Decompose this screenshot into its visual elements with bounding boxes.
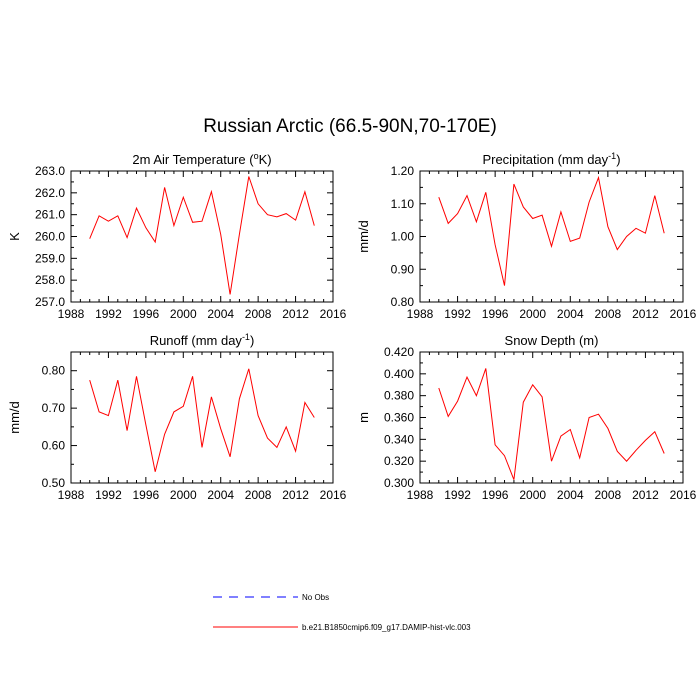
plot-frame: [70, 351, 334, 484]
x-tick-label: 1992: [95, 307, 122, 321]
x-tick-label: 1988: [407, 307, 434, 321]
x-tick-label: 1992: [444, 488, 471, 502]
y-tick-label: 1.00: [391, 230, 415, 244]
x-tick-label: 1996: [482, 307, 509, 321]
panel-title-tail: ): [616, 152, 620, 167]
x-tick-label: 2012: [632, 488, 659, 502]
panel-title: 2m Air Temperature (oK): [132, 151, 271, 167]
y-tick-label: 0.80: [391, 295, 415, 309]
x-tick-label: 2004: [557, 488, 584, 502]
series-line: [89, 368, 315, 472]
x-tick-label: 2000: [519, 488, 546, 502]
x-tick-label: 2008: [595, 307, 622, 321]
y-tick-label: 262.0: [35, 186, 65, 200]
panel-title-superscript: o: [254, 151, 259, 161]
x-tick-label: 2004: [207, 488, 234, 502]
y-axis-label: K: [7, 232, 22, 241]
panel-title: Snow Depth (m): [505, 333, 599, 348]
figure-title: Russian Arctic (66.5-90N,70-170E): [203, 116, 497, 137]
y-axis-label: mm/d: [7, 401, 22, 434]
y-tick-label: 258.0: [35, 273, 65, 287]
legend-label: b.e21.B1850cmip6.f09_g17.DAMIP-hist-vlc.…: [302, 623, 471, 632]
panel-title-text: Precipitation (mm day: [482, 152, 608, 167]
y-tick-label: 260.0: [35, 230, 65, 244]
y-axis-label: mm/d: [356, 220, 371, 253]
panel-title-text: Runoff (mm day: [150, 333, 243, 348]
panel-title-tail: ): [250, 333, 254, 348]
plot-frame: [70, 170, 334, 303]
x-tick-label: 2000: [170, 307, 197, 321]
series-line: [438, 175, 665, 286]
x-tick-label: 2012: [282, 307, 309, 321]
y-tick-label: 261.0: [35, 208, 65, 222]
y-tick-label: 0.70: [42, 401, 66, 415]
x-tick-label: 2008: [245, 488, 272, 502]
x-tick-label: 2016: [670, 307, 697, 321]
y-tick-label: 1.10: [391, 197, 415, 211]
y-tick-label: 0.420: [384, 345, 414, 359]
y-tick-label: 0.400: [384, 367, 414, 381]
x-tick-label: 2000: [519, 307, 546, 321]
y-tick-label: 0.50: [42, 476, 66, 490]
panel-title: Precipitation (mm day-1): [482, 151, 620, 167]
legend-label: No Obs: [302, 593, 329, 602]
chart-panel-1: 2m Air Temperature (oK) 1988 1992 1996 2000 2…: [7, 151, 347, 321]
panel-title-superscript: -1: [242, 332, 250, 342]
x-tick-label: 1996: [133, 307, 160, 321]
y-tick-label: 0.90: [391, 262, 415, 276]
panel-title-tail: K): [259, 152, 272, 167]
y-tick-label: 263.0: [35, 164, 65, 178]
panel-title: Runoff (mm day-1): [150, 332, 255, 348]
chart-panel-2: Precipitation (mm day-1) 1988 1992 1996 2000…: [356, 151, 697, 321]
panel-title-text: 2m Air Temperature (: [132, 152, 254, 167]
y-tick-label: 257.0: [35, 295, 65, 309]
x-tick-label: 2016: [320, 488, 347, 502]
series-line: [438, 368, 665, 480]
x-tick-label: 2000: [170, 488, 197, 502]
plot-frame: [419, 351, 684, 484]
y-tick-label: 0.340: [384, 432, 414, 446]
x-tick-label: 2012: [282, 488, 309, 502]
y-tick-label: 0.320: [384, 454, 414, 468]
y-tick-label: 259.0: [35, 251, 65, 265]
y-tick-label: 0.360: [384, 411, 414, 425]
y-axis-label: m: [356, 412, 371, 423]
y-tick-label: 0.60: [42, 439, 66, 453]
panel-title-superscript: -1: [608, 151, 616, 161]
x-tick-label: 1988: [58, 488, 85, 502]
y-tick-label: 0.80: [42, 364, 66, 378]
series-line: [89, 176, 315, 295]
x-tick-label: 1992: [444, 307, 471, 321]
x-tick-label: 1988: [58, 307, 85, 321]
legend: No Obs b.e21.B1850cmip6.f09_g17.DAMIP-his…: [213, 593, 471, 632]
x-tick-label: 1996: [133, 488, 160, 502]
plot-frame: [419, 170, 684, 303]
chart-panel-3: Runoff (mm day-1) 1988 1992 1996 2000 2004 200…: [7, 332, 347, 502]
x-tick-label: 1996: [482, 488, 509, 502]
x-tick-label: 1992: [95, 488, 122, 502]
x-tick-label: 2008: [245, 307, 272, 321]
y-tick-label: 0.380: [384, 389, 414, 403]
chart-panel-4: Snow Depth (m) 1988 1992 1996 2000 2004 2008 20…: [356, 333, 697, 502]
x-tick-label: 2008: [595, 488, 622, 502]
x-tick-label: 2016: [320, 307, 347, 321]
y-tick-label: 1.20: [391, 164, 415, 178]
panel-title-text: Snow Depth (m): [505, 333, 599, 348]
x-tick-label: 1988: [407, 488, 434, 502]
y-tick-label: 0.300: [384, 476, 414, 490]
x-tick-label: 2016: [670, 488, 697, 502]
x-tick-label: 2004: [207, 307, 234, 321]
x-tick-label: 2012: [632, 307, 659, 321]
x-tick-label: 2004: [557, 307, 584, 321]
